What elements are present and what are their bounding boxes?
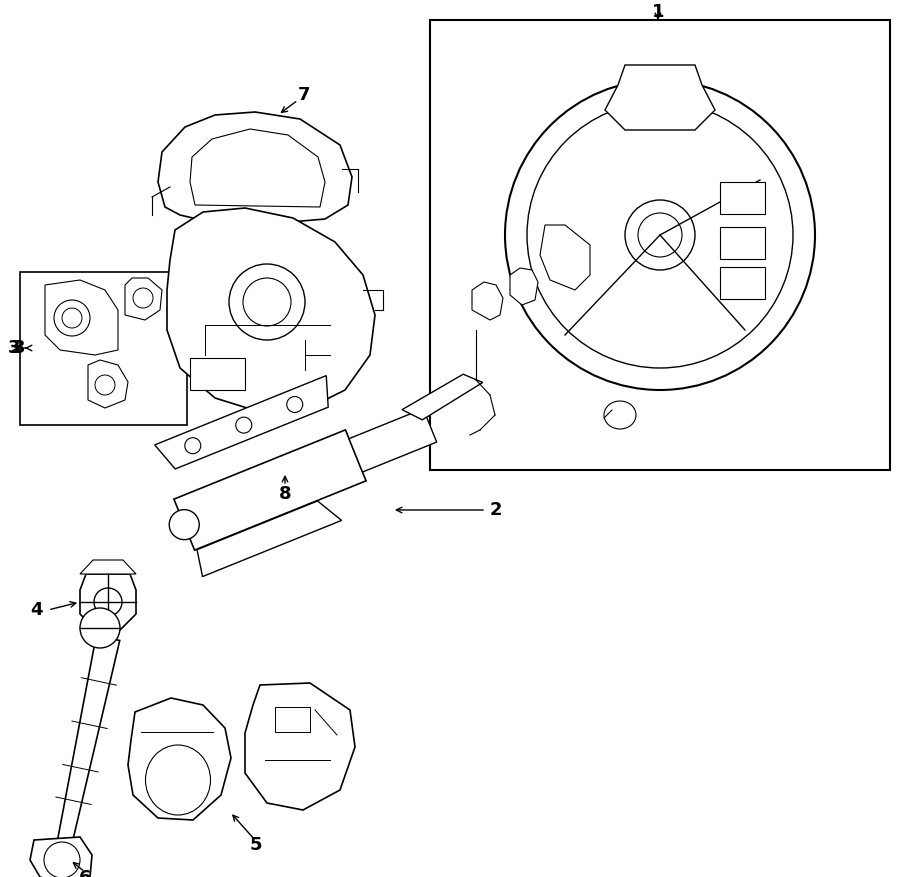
- Circle shape: [94, 588, 122, 616]
- Polygon shape: [80, 574, 136, 630]
- Circle shape: [638, 213, 682, 257]
- Polygon shape: [155, 375, 328, 469]
- Polygon shape: [472, 282, 503, 320]
- Text: 4: 4: [30, 601, 42, 619]
- Bar: [275, 707, 310, 732]
- Bar: [190, 358, 245, 390]
- Circle shape: [62, 308, 82, 328]
- Polygon shape: [45, 280, 118, 355]
- Circle shape: [625, 200, 695, 270]
- Circle shape: [133, 288, 153, 308]
- Circle shape: [527, 102, 793, 368]
- Polygon shape: [540, 225, 590, 290]
- Ellipse shape: [604, 401, 636, 429]
- Circle shape: [287, 396, 302, 412]
- Circle shape: [95, 375, 115, 395]
- Polygon shape: [80, 560, 136, 574]
- Polygon shape: [197, 501, 342, 576]
- Polygon shape: [55, 636, 120, 857]
- Circle shape: [243, 278, 291, 326]
- Polygon shape: [88, 360, 128, 408]
- Circle shape: [80, 608, 120, 648]
- Circle shape: [229, 264, 305, 340]
- Polygon shape: [349, 409, 436, 472]
- Circle shape: [505, 80, 815, 390]
- Text: 3: 3: [13, 339, 25, 357]
- Ellipse shape: [146, 745, 211, 815]
- Polygon shape: [245, 683, 355, 810]
- Circle shape: [44, 842, 80, 877]
- Bar: [720, 182, 765, 214]
- Text: 8: 8: [279, 485, 292, 503]
- Text: 7: 7: [298, 86, 310, 104]
- Polygon shape: [402, 374, 482, 420]
- Bar: [20, 272, 187, 425]
- Text: 2: 2: [490, 501, 502, 519]
- Circle shape: [236, 417, 252, 433]
- Polygon shape: [167, 208, 375, 412]
- Polygon shape: [125, 278, 162, 320]
- Polygon shape: [158, 112, 352, 222]
- Bar: [720, 227, 765, 259]
- Text: 3: 3: [8, 339, 20, 357]
- Polygon shape: [30, 837, 92, 877]
- Text: 6: 6: [79, 869, 91, 877]
- Circle shape: [169, 510, 199, 539]
- Text: 1: 1: [652, 3, 664, 21]
- Bar: [430, 20, 890, 470]
- Polygon shape: [605, 65, 715, 130]
- Polygon shape: [510, 268, 538, 305]
- Circle shape: [184, 438, 201, 453]
- Text: 5: 5: [250, 836, 263, 854]
- Polygon shape: [174, 430, 366, 550]
- Polygon shape: [128, 698, 231, 820]
- Polygon shape: [190, 129, 325, 207]
- Circle shape: [54, 300, 90, 336]
- Bar: [720, 267, 765, 299]
